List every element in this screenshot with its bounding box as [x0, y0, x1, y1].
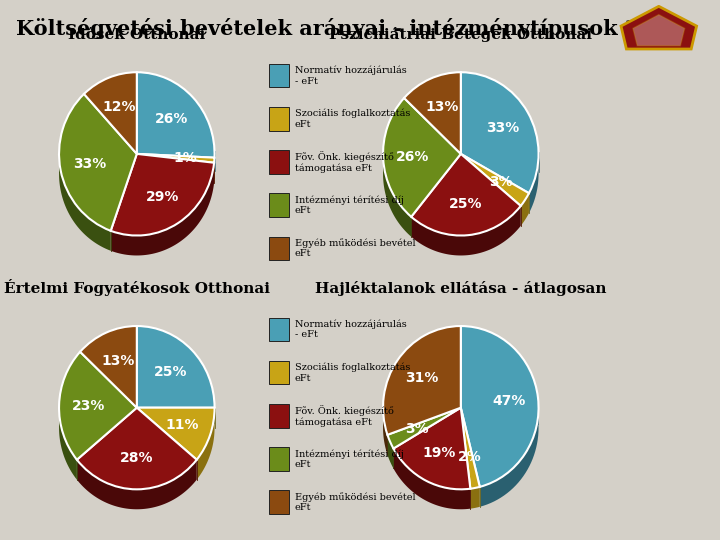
Text: Egyéb működési bevétel
eFt: Egyéb működési bevétel eFt	[294, 238, 415, 259]
Text: 3%: 3%	[405, 422, 429, 436]
Text: Fõv. Önk. kiegészítő
támogatása eFt: Fõv. Önk. kiegészítő támogatása eFt	[294, 405, 393, 427]
Polygon shape	[77, 460, 197, 509]
Polygon shape	[529, 152, 539, 213]
Title: Értelmi Fogyatékosok Otthonai: Értelmi Fogyatékosok Otthonai	[4, 279, 270, 296]
Polygon shape	[111, 163, 214, 255]
Wedge shape	[387, 408, 461, 449]
Wedge shape	[461, 154, 529, 206]
FancyBboxPatch shape	[269, 490, 289, 514]
Wedge shape	[383, 326, 461, 435]
Polygon shape	[383, 151, 411, 237]
Wedge shape	[404, 72, 461, 154]
Text: 3%: 3%	[489, 176, 513, 190]
Text: 29%: 29%	[145, 190, 179, 204]
Text: Szociális foglalkoztatás
eFt: Szociális foglalkoztatás eFt	[294, 109, 410, 129]
Text: 26%: 26%	[155, 112, 189, 126]
Wedge shape	[411, 154, 521, 235]
Title: Idősek Otthonai: Idősek Otthonai	[68, 28, 205, 42]
Wedge shape	[137, 154, 215, 163]
Polygon shape	[470, 487, 480, 509]
Polygon shape	[197, 408, 215, 480]
Text: 1%: 1%	[173, 151, 197, 165]
Polygon shape	[393, 449, 470, 509]
Text: 13%: 13%	[425, 100, 459, 114]
Wedge shape	[137, 408, 215, 460]
Polygon shape	[411, 206, 521, 255]
Text: 23%: 23%	[72, 399, 105, 413]
Text: 47%: 47%	[492, 394, 526, 408]
Wedge shape	[77, 408, 197, 489]
Text: Fõv. Önk. kiegészítő
támogatása eFt: Fõv. Önk. kiegészítő támogatása eFt	[294, 151, 393, 173]
Text: Intézményi térítési díj
eFt: Intézményi térítési díj eFt	[294, 449, 403, 469]
FancyBboxPatch shape	[269, 150, 289, 174]
Wedge shape	[137, 326, 215, 408]
FancyBboxPatch shape	[269, 361, 289, 384]
Wedge shape	[461, 408, 480, 489]
Text: 19%: 19%	[423, 446, 456, 460]
FancyBboxPatch shape	[269, 107, 289, 131]
Wedge shape	[111, 154, 214, 235]
Text: Költségvetési bevételek arányai - intézménytípusok 2010.: Költségvetési bevételek arányai - intézm…	[16, 18, 690, 39]
Wedge shape	[383, 98, 461, 217]
Text: 28%: 28%	[120, 451, 153, 465]
Text: 33%: 33%	[73, 157, 106, 171]
Polygon shape	[387, 435, 393, 469]
FancyBboxPatch shape	[269, 64, 289, 87]
Polygon shape	[383, 403, 387, 455]
FancyBboxPatch shape	[269, 193, 289, 217]
Polygon shape	[59, 404, 77, 480]
Text: 11%: 11%	[166, 418, 199, 432]
Wedge shape	[80, 326, 137, 408]
Title: Pszichiátriai Betegek Otthonai: Pszichiátriai Betegek Otthonai	[329, 27, 593, 42]
Polygon shape	[480, 403, 539, 507]
FancyBboxPatch shape	[269, 237, 289, 260]
FancyBboxPatch shape	[269, 447, 289, 471]
Text: Normatív hozzájárulás
- eFt: Normatív hozzájárulás - eFt	[294, 320, 406, 339]
FancyBboxPatch shape	[269, 404, 289, 428]
Wedge shape	[59, 352, 137, 460]
Text: 26%: 26%	[396, 150, 429, 164]
Text: 31%: 31%	[405, 372, 438, 386]
Polygon shape	[521, 193, 529, 226]
Title: Hajléktalanok ellátása - átlagosan: Hajléktalanok ellátása - átlagosan	[315, 281, 606, 296]
FancyBboxPatch shape	[269, 318, 289, 341]
Wedge shape	[59, 94, 137, 231]
Text: Szociális foglalkoztatás
eFt: Szociális foglalkoztatás eFt	[294, 363, 410, 382]
Text: 25%: 25%	[449, 197, 482, 211]
Wedge shape	[84, 72, 137, 154]
Wedge shape	[393, 408, 470, 489]
Wedge shape	[461, 326, 539, 487]
Text: 13%: 13%	[101, 354, 135, 368]
Polygon shape	[633, 15, 685, 46]
Text: Normatív hozzájárulás
- eFt: Normatív hozzájárulás - eFt	[294, 66, 406, 85]
Polygon shape	[59, 152, 111, 251]
Text: Intézményi térítési díj
eFt: Intézményi térítési díj eFt	[294, 195, 403, 215]
Text: Egyéb működési bevétel
eFt: Egyéb működési bevétel eFt	[294, 492, 415, 512]
Polygon shape	[621, 6, 696, 49]
Text: 12%: 12%	[102, 100, 136, 114]
Wedge shape	[137, 72, 215, 158]
Text: 25%: 25%	[154, 365, 188, 379]
Text: 33%: 33%	[486, 121, 519, 135]
Wedge shape	[461, 72, 539, 193]
Text: 2%: 2%	[458, 450, 482, 464]
